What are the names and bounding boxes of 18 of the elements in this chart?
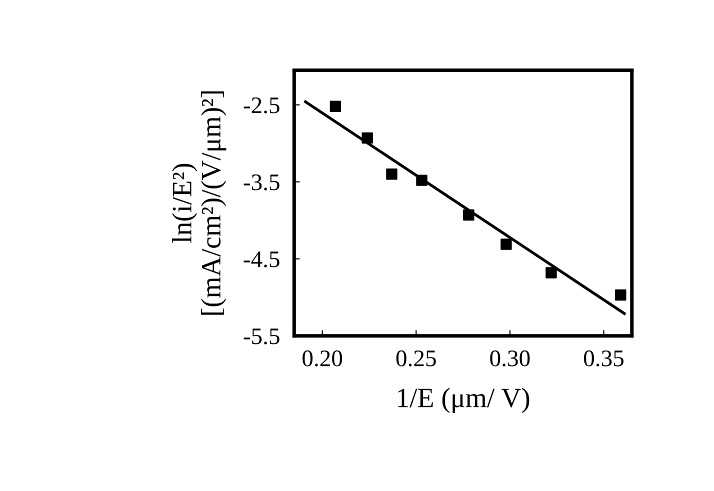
point	[615, 289, 626, 301]
x-tick-label: 0.20	[302, 350, 342, 366]
x-tick-label: 0.25	[396, 350, 436, 366]
point	[500, 238, 512, 250]
point	[546, 267, 557, 278]
point	[330, 100, 342, 112]
y-tick-label: -2.5	[244, 97, 280, 114]
y-axis-title: ln(i/E²) [(mA/cm²)/(V/μm)²]	[172, 91, 226, 315]
x-tick-label: 0.30	[490, 350, 530, 366]
y-tick-label: -5.5	[244, 328, 280, 344]
point	[463, 209, 474, 221]
x-tick-label: 0.35	[584, 350, 624, 366]
point	[362, 132, 373, 144]
y-tick-label: -3.5	[244, 174, 280, 190]
point	[416, 174, 428, 186]
x-axis-title: 1/E (μm/ V)	[398, 388, 530, 414]
point	[386, 168, 398, 180]
y-tick-label: -4.5	[244, 252, 280, 268]
